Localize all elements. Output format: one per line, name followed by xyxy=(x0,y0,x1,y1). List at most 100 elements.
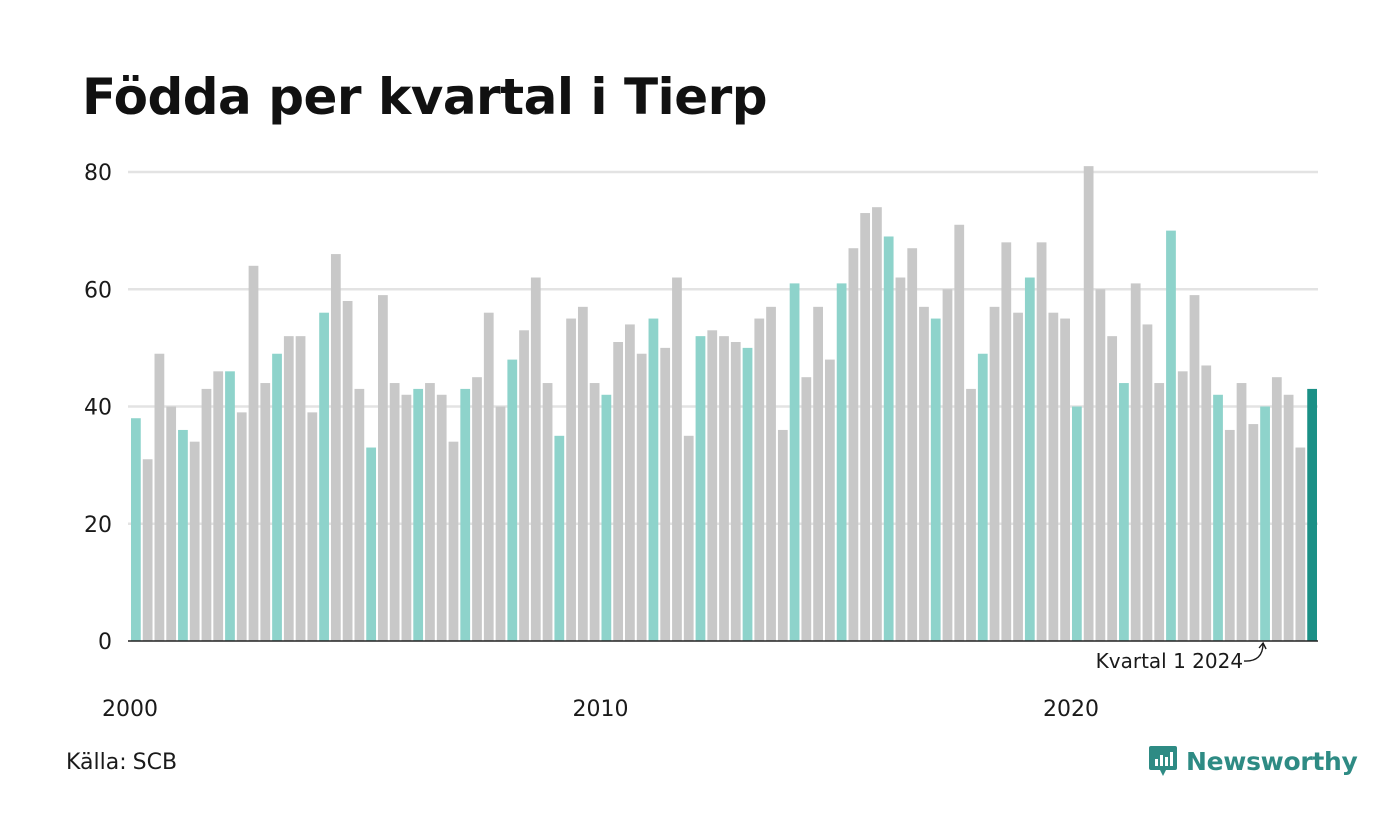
source-value: SCB xyxy=(132,750,178,775)
bar xyxy=(213,371,224,641)
bar xyxy=(448,441,459,641)
bar xyxy=(625,324,635,641)
bar xyxy=(472,377,482,641)
bar xyxy=(366,447,377,641)
bar xyxy=(201,388,212,641)
bar xyxy=(1036,242,1047,641)
bar xyxy=(695,336,706,641)
bar xyxy=(260,383,271,641)
bar xyxy=(1048,312,1059,641)
bar xyxy=(554,435,565,641)
bar xyxy=(1283,394,1294,641)
bar xyxy=(860,213,871,641)
bar xyxy=(178,429,188,641)
bar xyxy=(483,312,494,641)
y-tick-label: 0 xyxy=(98,630,112,655)
bar xyxy=(378,295,388,641)
bar xyxy=(1142,324,1153,641)
bar xyxy=(930,318,941,641)
bar xyxy=(648,318,659,641)
bar xyxy=(789,283,800,641)
bar xyxy=(1260,406,1270,641)
bar xyxy=(766,306,776,641)
bar xyxy=(1107,336,1118,641)
bar xyxy=(1060,318,1070,641)
bar xyxy=(1154,383,1165,641)
bar xyxy=(566,318,576,641)
bar xyxy=(166,406,177,641)
bar xyxy=(895,277,906,641)
y-tick-label: 80 xyxy=(84,161,112,186)
bar xyxy=(295,336,306,641)
bar xyxy=(307,412,318,641)
bar xyxy=(824,359,835,641)
bar xyxy=(436,394,447,641)
bar xyxy=(189,441,200,641)
source-label: Källa: xyxy=(66,750,127,775)
bar xyxy=(1024,277,1035,641)
bar xyxy=(872,207,882,642)
x-tick-label: 2000 xyxy=(102,697,158,722)
bar xyxy=(719,336,729,641)
bar-chart: 0 20 40 60 80 2000 2010 2020 Kvartal 1 2024 xyxy=(84,161,1318,722)
bar xyxy=(989,306,1000,641)
bar xyxy=(1083,166,1094,641)
bar xyxy=(919,306,929,641)
bar xyxy=(883,236,894,642)
bar xyxy=(813,306,823,641)
bar xyxy=(1271,377,1282,641)
annotation: Kvartal 1 2024 xyxy=(1096,641,1267,673)
bar xyxy=(154,353,165,641)
bar xyxy=(966,388,976,641)
x-axis-ticks: 2000 2010 2020 xyxy=(102,697,1099,722)
bar xyxy=(601,394,612,641)
bar xyxy=(272,353,282,641)
bar xyxy=(1177,371,1188,641)
bar xyxy=(848,248,859,641)
bar xyxy=(225,371,235,641)
bar xyxy=(907,248,918,641)
bar xyxy=(742,347,753,641)
bar xyxy=(636,353,647,641)
bar xyxy=(836,283,847,641)
bar xyxy=(1295,447,1306,641)
bar xyxy=(730,342,741,641)
bar xyxy=(1095,289,1106,641)
bar xyxy=(507,359,518,641)
bar xyxy=(330,254,341,641)
bar xyxy=(342,300,353,641)
brand-logo: Newsworthy xyxy=(1148,744,1358,778)
bar xyxy=(754,318,765,641)
bar xyxy=(1013,312,1023,641)
bar xyxy=(354,388,365,641)
bar xyxy=(248,265,259,641)
bar xyxy=(131,418,141,641)
bar xyxy=(1001,242,1012,641)
y-axis-ticks: 0 20 40 60 80 xyxy=(84,161,112,655)
bar xyxy=(660,347,671,641)
y-tick-label: 40 xyxy=(84,396,112,421)
annotation-arrow-icon xyxy=(1244,641,1267,662)
bar xyxy=(542,383,553,641)
bar xyxy=(954,224,965,641)
bar xyxy=(389,383,400,641)
bar xyxy=(1248,424,1259,641)
bar xyxy=(495,406,506,641)
bar xyxy=(142,459,153,641)
y-tick-label: 20 xyxy=(84,513,112,538)
bar xyxy=(613,342,624,641)
bar xyxy=(707,330,718,641)
x-tick-label: 2010 xyxy=(572,697,628,722)
bar xyxy=(1189,295,1200,641)
newsworthy-logo-icon xyxy=(1149,746,1177,776)
bar xyxy=(589,383,600,641)
bar xyxy=(519,330,529,641)
bar xyxy=(801,377,812,641)
bar xyxy=(577,306,588,641)
bar xyxy=(283,336,294,641)
bar xyxy=(1201,365,1212,641)
bar xyxy=(672,277,682,641)
bar xyxy=(1119,383,1129,641)
bar xyxy=(1236,383,1247,641)
annotation-label: Kvartal 1 2024 xyxy=(1096,649,1243,673)
